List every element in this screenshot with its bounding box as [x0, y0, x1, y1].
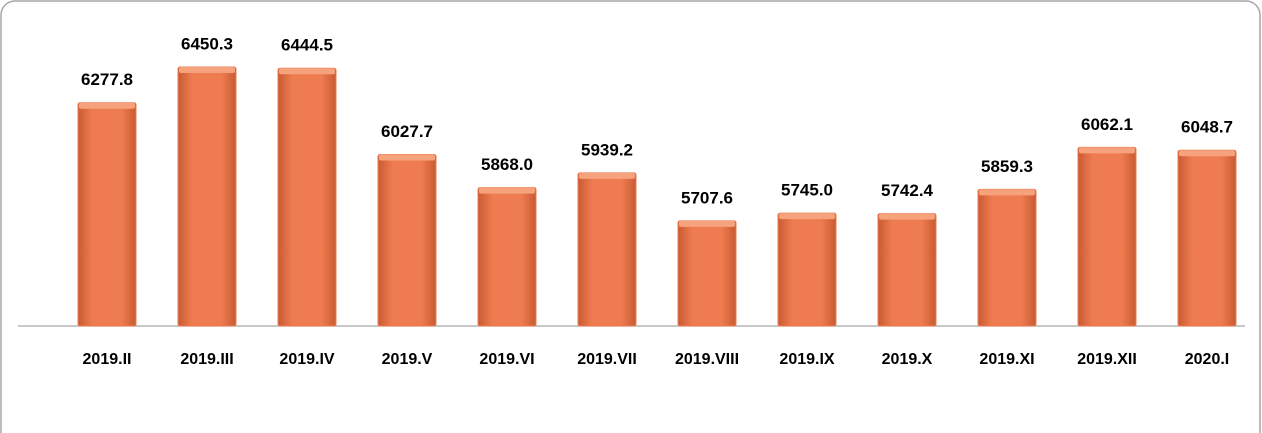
bar-cap [679, 220, 735, 227]
bar [677, 220, 737, 327]
bar-cap [879, 213, 935, 220]
bar [1077, 146, 1137, 327]
value-label: 5939.2 [581, 140, 633, 159]
bar [577, 172, 637, 327]
bar [977, 188, 1037, 327]
bar-cap [379, 154, 435, 161]
bar [77, 102, 137, 327]
bar-cap [279, 68, 335, 75]
value-label: 5742.4 [881, 181, 934, 200]
value-label: 5859.3 [981, 157, 1033, 176]
bar [777, 212, 837, 327]
x-tick-label: 2019.VI [479, 351, 534, 368]
x-tick-label: 2019.IV [279, 351, 334, 368]
bar-cap [979, 189, 1035, 196]
bar [377, 154, 437, 327]
value-label: 6444.5 [281, 36, 333, 55]
bar-cap [1079, 147, 1135, 154]
value-label: 5868.0 [481, 155, 533, 174]
x-tick-label: 2019.II [83, 351, 132, 368]
bar-cap [1179, 150, 1235, 157]
x-tick-label: 2019.X [882, 351, 933, 368]
bar [877, 213, 937, 327]
value-label: 6048.7 [1181, 118, 1233, 137]
bar [477, 187, 537, 327]
bar [177, 66, 237, 327]
value-label: 6062.1 [1081, 115, 1133, 134]
bar-cap [479, 187, 535, 194]
bar-cap [579, 172, 635, 179]
x-tick-label: 2019.XII [1077, 351, 1137, 368]
value-label: 5707.6 [681, 188, 733, 207]
bar-cap [779, 213, 835, 220]
bar [277, 67, 337, 327]
x-tick-label: 2019.VII [577, 351, 637, 368]
bar-cap [179, 67, 235, 74]
x-tick-label: 2019.XI [979, 351, 1034, 368]
value-label: 6277.8 [81, 70, 133, 89]
x-tick-label: 2019.III [180, 351, 233, 368]
x-tick-label: 2019.IX [779, 351, 834, 368]
value-label: 6027.7 [381, 122, 433, 141]
bar-cap [79, 102, 135, 109]
value-label: 5745.0 [781, 181, 833, 200]
x-tick-label: 2019.VIII [675, 351, 739, 368]
x-tick-label: 2019.V [382, 351, 433, 368]
x-tick-label: 2020.I [1185, 351, 1229, 368]
value-label: 6450.3 [181, 34, 233, 53]
bar [1177, 149, 1237, 327]
